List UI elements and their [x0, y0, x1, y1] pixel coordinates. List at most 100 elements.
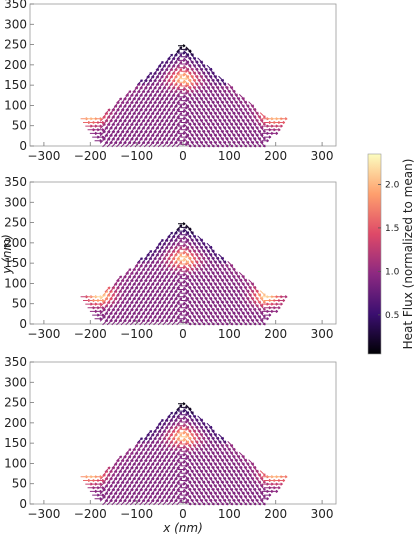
flux-arrow — [238, 272, 245, 278]
flux-arrow — [180, 135, 188, 139]
flux-arrow — [176, 141, 183, 148]
flux-arrow — [183, 115, 190, 122]
flux-arrow — [180, 493, 188, 497]
flux-arrow — [180, 456, 188, 461]
flux-arrow — [183, 108, 190, 115]
flux-arrow — [180, 427, 188, 431]
flux-arrow — [178, 460, 186, 464]
flux-arrow — [180, 478, 188, 483]
flux-arrow — [96, 120, 105, 125]
flux-arrow — [176, 470, 183, 477]
flux-arrow — [96, 135, 105, 139]
flux-arrow — [176, 224, 183, 231]
flux-arrow — [238, 452, 245, 458]
flux-arrow — [183, 235, 190, 242]
flux-arrow — [218, 253, 225, 260]
flux-arrow — [178, 251, 186, 255]
flux-arrow — [178, 66, 186, 70]
y-tick-label: 100 — [4, 98, 27, 112]
flux-arrow — [176, 492, 183, 498]
y-ticks: 0 50 100 150 200 250 300 350 — [4, 175, 34, 331]
colorbar-tick-label: 0.5 — [385, 311, 399, 321]
flux-arrow — [176, 53, 183, 60]
flux-arrow — [180, 471, 188, 475]
flux-arrow — [197, 415, 204, 422]
flux-arrow — [176, 104, 183, 111]
flux-arrow — [94, 489, 103, 494]
flux-arrow — [248, 459, 255, 466]
flux-arrow — [157, 239, 164, 245]
y-axis-label-text: y (nm) — [0, 234, 14, 275]
y-tick-label: 0 — [19, 497, 27, 511]
flux-arrow — [261, 317, 269, 321]
flux-arrow — [176, 75, 183, 82]
flux-arrow — [178, 295, 186, 299]
y-tick-label: 200 — [4, 416, 27, 430]
flux-arrow — [178, 409, 186, 413]
flux-arrow — [277, 120, 286, 125]
flux-arrow — [176, 61, 183, 67]
flux-arrow — [136, 257, 143, 264]
flux-arrow — [183, 228, 190, 235]
flux-arrow — [136, 79, 143, 86]
flux-arrow — [176, 82, 183, 89]
flux-arrow — [275, 124, 283, 128]
flux-arrow — [206, 64, 213, 71]
flux-arrow — [180, 435, 188, 439]
flux-arrow — [275, 302, 283, 306]
flux-arrow — [183, 293, 190, 300]
y-tick-label: 0 — [19, 317, 27, 331]
y-tick-label: 350 — [4, 0, 27, 11]
flux-arrow — [178, 416, 186, 421]
y-tick-label: 0 — [19, 139, 27, 153]
flux-arrow — [176, 46, 183, 53]
flux-arrow — [180, 255, 188, 259]
x-tick-label: 100 — [218, 327, 241, 341]
x-tick-label: 200 — [264, 327, 287, 341]
flux-arrow — [180, 262, 188, 266]
x-tick-label: 200 — [264, 149, 287, 163]
flux-arrow — [270, 489, 279, 494]
flux-arrow — [178, 222, 186, 226]
flux-arrow — [94, 475, 103, 479]
flux-arrow — [167, 231, 174, 238]
colorbar-gradient — [367, 153, 382, 355]
flux-arrow — [180, 120, 188, 125]
flux-arrow — [178, 287, 186, 292]
flux-arrow — [178, 273, 186, 277]
flux-arrow — [104, 466, 111, 473]
flux-arrow — [178, 80, 186, 84]
y-tick-label: 200 — [4, 58, 27, 72]
flux-arrow — [180, 486, 188, 490]
flux-arrow — [116, 275, 123, 282]
flux-arrow — [183, 64, 190, 71]
x-tick-label: −200 — [74, 327, 107, 341]
flux-arrow — [176, 419, 183, 425]
flux-arrow — [259, 290, 266, 297]
flux-arrow — [94, 124, 103, 128]
flux-arrow — [157, 419, 164, 425]
flux-arrow — [183, 466, 190, 473]
flux-arrow — [180, 240, 188, 244]
flux-arrow — [183, 286, 190, 293]
x-tick-label: 300 — [311, 507, 334, 521]
flux-arrow — [176, 433, 183, 440]
x-tick-label: 100 — [218, 149, 241, 163]
flux-arrow — [176, 119, 183, 126]
flux-arrow — [183, 430, 190, 436]
flux-arrow — [94, 302, 103, 306]
flux-arrow — [263, 493, 272, 497]
flux-arrow — [178, 475, 186, 479]
flux-arrow — [176, 462, 183, 469]
y-tick-label: 150 — [4, 256, 27, 270]
y-axis-label: y (nm) — [0, 234, 14, 275]
x-axis-label-text: x (nm) — [162, 521, 203, 535]
flux-arrow — [180, 225, 188, 230]
flux-arrow — [178, 453, 186, 457]
flux-arrow — [178, 497, 186, 501]
flux-arrow — [178, 124, 186, 128]
y-tick-label: 350 — [4, 175, 27, 189]
y-tick-label: 100 — [4, 276, 27, 290]
flux-arrow — [180, 306, 188, 310]
